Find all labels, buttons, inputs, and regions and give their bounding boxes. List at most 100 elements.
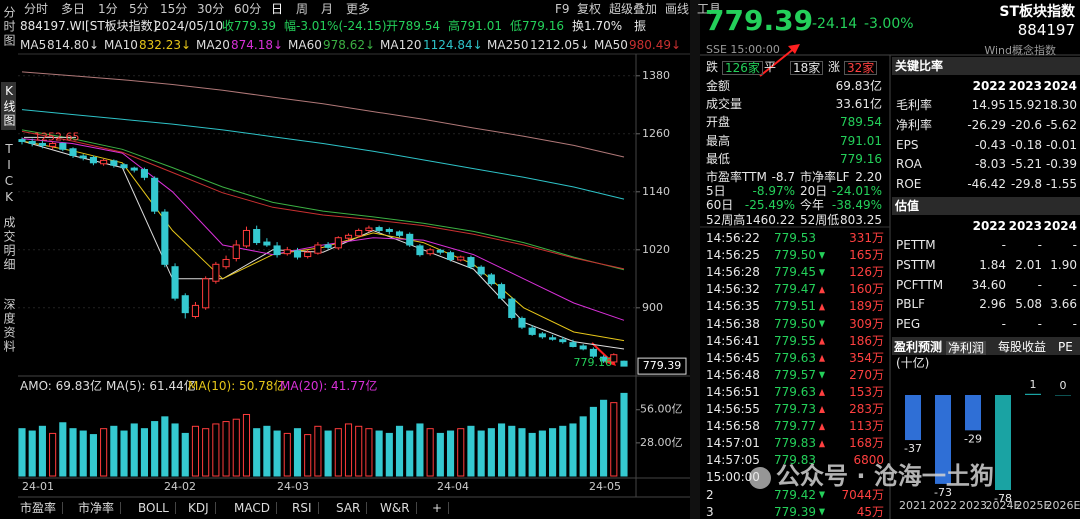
candle-body — [28, 141, 36, 144]
side-tab[interactable]: TICK — [2, 142, 16, 206]
indicator-tab[interactable]: 市净率 — [78, 502, 122, 514]
side-tab[interactable]: 分时图 — [2, 6, 16, 48]
volume-legend: MA(10): 50.78亿 — [188, 379, 286, 393]
period-tab[interactable]: 更多 — [346, 2, 371, 16]
candle-body — [293, 250, 302, 258]
period-tab[interactable]: 60分 — [234, 2, 262, 16]
period-tab[interactable]: 30分 — [197, 2, 225, 16]
volume-bar — [79, 430, 87, 477]
candle-body — [212, 263, 220, 282]
tick-volume: 186万 — [849, 333, 884, 348]
section-title: 估值 — [895, 199, 920, 213]
volume-bar — [28, 430, 36, 477]
change: -24.14 — [812, 16, 858, 32]
volume-bar — [171, 423, 179, 477]
row-value: 2.01 — [1015, 257, 1042, 272]
indicator-tab[interactable]: + — [432, 502, 450, 514]
ma-legend-name: MA50 — [594, 38, 628, 52]
forecast-bar — [1055, 395, 1071, 396]
period-tab[interactable]: 日 — [271, 2, 284, 16]
row-value: -0.18 — [1010, 137, 1042, 152]
indicator-tab[interactable]: BOLL — [138, 502, 176, 514]
row-value: - — [1037, 317, 1042, 332]
indicator-tab[interactable]: 市盈率 — [20, 502, 64, 514]
tick-price: 779.42 — [774, 487, 816, 502]
splitter[interactable] — [690, 0, 700, 519]
volume-bar — [334, 428, 342, 477]
period-tab[interactable]: 5分 — [129, 2, 149, 16]
side-tab[interactable]: 成交明细 — [2, 216, 16, 272]
row-label: PCFTTM — [896, 277, 944, 292]
forecast-category: 2021 — [899, 499, 927, 512]
forecast-value-label: -73 — [934, 486, 952, 499]
row-label: EPS — [896, 137, 919, 152]
y-tick-label: 1260 — [642, 127, 670, 140]
candle-body — [477, 266, 485, 275]
tick-volume: 270万 — [849, 367, 884, 382]
candle-body — [344, 234, 353, 239]
side-tab[interactable]: K线图 — [1, 82, 16, 130]
indicator-tab[interactable]: W&R — [380, 502, 417, 514]
stat-label: 今年 — [800, 198, 825, 213]
row-value: - — [1001, 317, 1006, 332]
candle-body — [497, 284, 506, 299]
tick-price: 779.50 — [774, 316, 816, 331]
row-value: -0.43 — [974, 137, 1006, 152]
year-header: 2023 — [1008, 219, 1042, 233]
volume-bar — [569, 423, 577, 477]
quote-info: 幅-3.01%(-24.15) — [284, 19, 387, 33]
quote-info: 884197.WI[ST板块指数] — [20, 19, 158, 33]
tick-volume: 153万 — [849, 384, 884, 399]
tool-button[interactable]: 工具 — [697, 2, 722, 16]
tick-direction — [819, 303, 825, 311]
volume-bar — [222, 421, 230, 477]
stat-label: 市净率LF — [800, 170, 850, 184]
candle-body — [385, 229, 393, 232]
side-tab[interactable]: 深度资料 — [2, 298, 16, 354]
breadth: 18家 — [790, 61, 824, 75]
period-tab[interactable]: 月 — [321, 2, 334, 16]
stat-label: 20日 — [800, 184, 828, 199]
tick-volume: 283万 — [849, 402, 884, 416]
period-tab[interactable]: 周 — [296, 2, 309, 16]
ma-legend-name: MA250 — [487, 38, 529, 52]
indicator-tab[interactable]: MACD — [234, 502, 277, 514]
ma-legend-value: 1212.05↓ — [530, 38, 590, 52]
tool-button[interactable]: 复权 — [577, 2, 602, 16]
tick-volume: 309万 — [849, 316, 884, 331]
indicator-tab[interactable]: RSI — [292, 502, 319, 514]
row-value: -8.03 — [974, 157, 1006, 172]
forecast-value-label: -37 — [904, 442, 922, 455]
forecast-tab[interactable]: 每股收益 — [998, 340, 1047, 354]
stat-label: 52周高 — [706, 212, 746, 227]
candle-body — [130, 167, 138, 171]
period-tab[interactable]: 分时 — [24, 2, 49, 16]
tool-button[interactable]: 超级叠加 — [609, 2, 658, 16]
row-value: 14.95 — [971, 98, 1006, 112]
candle-body — [202, 278, 210, 309]
volume-bar — [242, 413, 251, 477]
row-value: 2.96 — [979, 297, 1006, 312]
year-header: 2022 — [972, 219, 1006, 233]
tool-button[interactable]: F9 — [555, 2, 570, 16]
forecast-tab[interactable]: 净利润 — [946, 341, 987, 355]
period-tab[interactable]: 15分 — [160, 2, 188, 16]
tool-button[interactable]: 画线 — [665, 2, 690, 16]
candle-body — [589, 348, 597, 357]
volume-bar — [406, 430, 414, 477]
forecast-tab[interactable]: PE — [1058, 340, 1073, 354]
annotation-arrowhead — [788, 44, 800, 54]
candle-body — [273, 245, 281, 256]
indicator-tab[interactable]: KDJ — [188, 502, 216, 514]
period-tab[interactable]: 多日 — [61, 2, 86, 16]
row-value: -0.01 — [1045, 137, 1077, 152]
indicator-tab[interactable]: SAR — [336, 502, 368, 514]
tick-time: 14:56:25 — [706, 248, 760, 263]
candle-body — [171, 266, 179, 299]
ma-line — [21, 109, 625, 200]
period-tab[interactable]: 1分 — [98, 2, 118, 16]
volume-bar — [426, 428, 434, 477]
tick-price: 779.50 — [774, 248, 816, 263]
row-value: - — [1072, 238, 1077, 252]
